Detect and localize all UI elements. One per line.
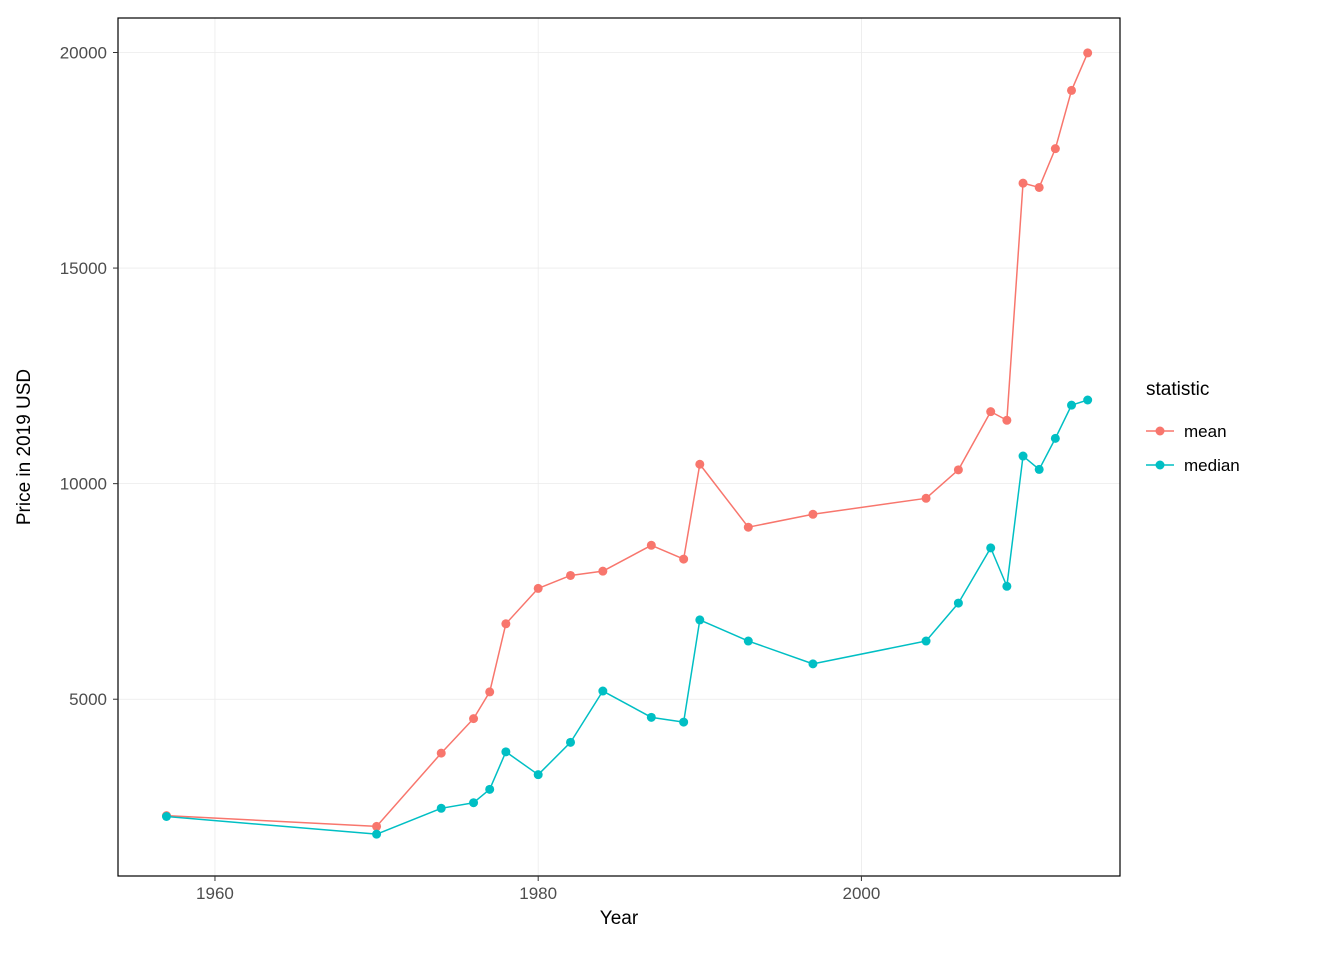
series-marker [1051,434,1060,443]
series-marker [647,541,656,550]
series-marker [1035,465,1044,474]
chart-container: 1960 1980 2000 5000 10000 15000 20000 Year Price… [0,0,1344,960]
legend-label: mean [1184,422,1227,441]
series-marker [598,687,607,696]
series-marker [679,555,688,564]
series-marker [1035,183,1044,192]
legend-key-marker [1156,427,1165,436]
y-axis-title: Price in 2019 USD [14,369,35,525]
series-marker [986,407,995,416]
series-marker [534,770,543,779]
series-marker [501,619,510,628]
series-marker [437,749,446,758]
series-marker [598,567,607,576]
x-tick-label: 1960 [196,884,234,903]
line-chart: 1960 1980 2000 5000 10000 15000 20000 Year Price… [0,0,1344,960]
y-tick-label: 5000 [69,690,107,709]
series-marker [1067,86,1076,95]
legend-key-marker [1156,461,1165,470]
series-marker [695,615,704,624]
series-marker [744,637,753,646]
series-marker [808,510,817,519]
series-marker [695,460,704,469]
y-tick-label: 15000 [60,259,107,278]
series-marker [1067,401,1076,410]
series-marker [1019,179,1028,188]
series-marker [1083,396,1092,405]
legend-label: median [1184,456,1240,475]
x-tick-label: 2000 [843,884,881,903]
y-tick-label: 10000 [60,475,107,494]
series-marker [1002,582,1011,591]
series-marker [566,738,575,747]
series-marker [469,714,478,723]
series-marker [1019,452,1028,461]
series-marker [534,584,543,593]
series-marker [954,465,963,474]
series-marker [501,747,510,756]
y-tick-label: 20000 [60,43,107,62]
series-marker [485,687,494,696]
legend-title: statistic [1146,379,1209,400]
plot-panel [118,18,1120,876]
series-marker [986,543,995,552]
series-marker [954,599,963,608]
series-marker [485,785,494,794]
series-marker [744,523,753,532]
series-marker [566,571,575,580]
series-marker [679,718,688,727]
series-marker [1002,416,1011,425]
series-marker [437,804,446,813]
series-marker [162,812,171,821]
x-axis-title: Year [600,908,639,929]
series-marker [372,830,381,839]
series-marker [469,798,478,807]
series-marker [1051,144,1060,153]
series-marker [372,822,381,831]
series-marker [922,637,931,646]
series-marker [1083,48,1092,57]
x-tick-label: 1980 [519,884,557,903]
series-marker [647,713,656,722]
series-marker [922,494,931,503]
series-marker [808,659,817,668]
